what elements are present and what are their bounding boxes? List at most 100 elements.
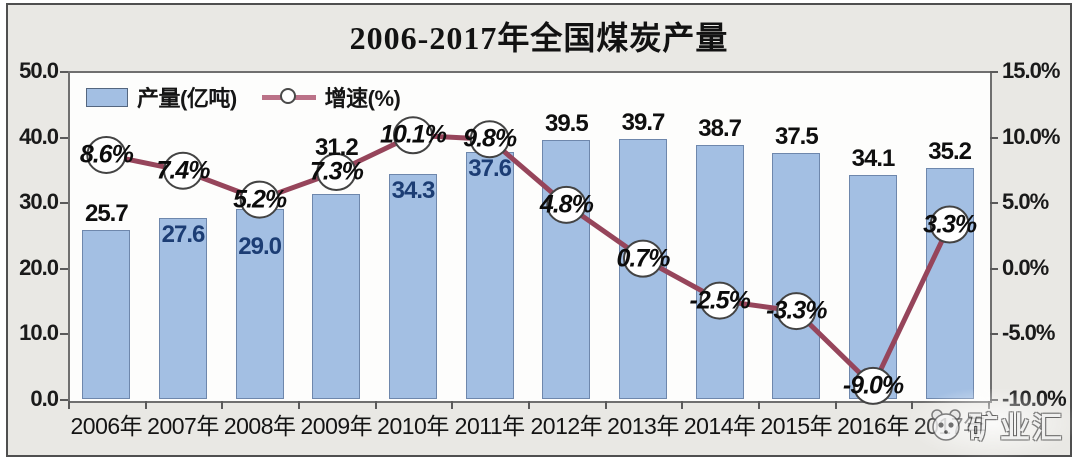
x-axis-tick-label: 2013年 xyxy=(607,413,679,439)
line-value-label: 3.3% xyxy=(923,210,977,238)
bar-value-label: 31.2 xyxy=(314,134,359,162)
panda-logo-icon xyxy=(929,408,963,442)
x-axis-tick xyxy=(758,401,760,409)
growth-line-layer xyxy=(86,116,970,405)
legend-bar-swatch xyxy=(86,87,128,107)
bar-value-label: 39.5 xyxy=(544,109,589,137)
y-axis-left-tick-label: 30.0 xyxy=(19,189,59,215)
x-axis-tick-label: 2015年 xyxy=(760,413,833,439)
watermark-text: 矿业汇 xyxy=(968,412,1064,445)
bar xyxy=(159,217,207,399)
y-axis-right-tick xyxy=(990,333,998,336)
y-axis-right-tick xyxy=(990,136,998,139)
y-axis-right-tick-label: 10.0% xyxy=(1002,123,1060,149)
legend: 产量(亿吨) 增速(%) xyxy=(86,81,401,113)
x-axis-tick xyxy=(298,401,300,409)
chart-frame: 2006-2017年全国煤炭产量 50.0 40.0 30.0 20.0 10.0 0.0… xyxy=(6,3,1074,457)
bar-value-label: 37.6 xyxy=(468,155,512,183)
bar-value-label: 29.0 xyxy=(238,232,282,260)
legend-line-label: 增速(%) xyxy=(324,86,401,111)
line-marker xyxy=(776,292,817,331)
line-marker xyxy=(546,185,587,224)
x-axis-tick-label: 2014年 xyxy=(683,413,756,439)
line-marker xyxy=(853,366,893,405)
x-axis-tick-label: 2009年 xyxy=(300,413,373,439)
x-axis-tick-label: 2012年 xyxy=(530,413,603,439)
line-marker xyxy=(316,153,357,192)
y-axis-left-tick-label: 40.0 xyxy=(19,123,59,149)
x-axis-tick xyxy=(451,401,454,409)
x-axis-tick xyxy=(681,401,684,409)
y-axis-left-tick xyxy=(60,202,68,205)
line-value-label: 4.8% xyxy=(539,190,594,219)
bar-value-label: 34.3 xyxy=(391,176,436,204)
x-axis-tick-label: 2011年 xyxy=(454,413,525,439)
y-axis-right-tick-label: 15.0% xyxy=(1002,58,1060,83)
y-axis-left-tick xyxy=(60,267,68,270)
x-axis-tick xyxy=(144,401,147,409)
plot-area xyxy=(68,71,992,403)
legend-line-marker-icon xyxy=(261,88,316,106)
y-axis-left-tick xyxy=(60,399,68,401)
y-axis-left-tick xyxy=(60,333,68,336)
y-axis-right-tick-label: 0.0% xyxy=(1002,254,1049,280)
line-value-label: 10.1% xyxy=(380,120,447,149)
legend-line-dot xyxy=(279,88,296,104)
x-axis-tick xyxy=(834,401,837,409)
bar xyxy=(772,153,821,399)
line-marker xyxy=(929,205,970,244)
bar-value-label: 37.5 xyxy=(774,123,819,150)
bar xyxy=(542,139,591,399)
x-axis-tick-label: 2006年 xyxy=(70,413,143,439)
bar xyxy=(82,230,131,399)
bar xyxy=(235,208,284,399)
x-axis-tick-label: 2010年 xyxy=(377,413,449,439)
line-value-label: 9.8% xyxy=(463,124,517,153)
watermark: 矿业汇 xyxy=(911,389,1074,457)
x-axis-tick xyxy=(604,401,607,409)
y-axis-right-tick-label: 5.0% xyxy=(1002,189,1049,215)
y-axis-left-tick xyxy=(60,136,68,139)
line-value-label: 0.7% xyxy=(616,244,671,273)
bar-value-label: 35.2 xyxy=(928,138,972,166)
y-axis-left-tick-label: 0.0 xyxy=(30,386,59,411)
y-axis-left-tick-label: 50.0 xyxy=(19,58,59,83)
bar-value-label: 39.7 xyxy=(621,108,666,136)
line-marker xyxy=(239,180,280,219)
bar xyxy=(465,152,514,399)
bar xyxy=(849,175,897,399)
y-axis-right-tick xyxy=(990,71,998,73)
line-marker xyxy=(699,281,740,320)
chart-title: 2006-2017年全国煤炭产量 xyxy=(349,20,729,56)
line-marker xyxy=(163,151,203,190)
bar-value-label: 34.1 xyxy=(851,145,896,173)
labels-layer: 25.7 27.6 29.0 31.2 34.3 37.6 39.5 39.7 38.7 37.5… xyxy=(8,5,1070,455)
x-axis-tick-label: 2007年 xyxy=(147,413,219,439)
line-marker xyxy=(86,135,127,174)
line-value-label: 7.4% xyxy=(156,156,211,185)
x-axis-tick xyxy=(68,401,70,409)
y-axis-right-tick xyxy=(990,267,998,270)
line-value-label: -9.0% xyxy=(842,371,904,400)
y-axis-left-tick xyxy=(60,71,68,73)
y-axis-left-tick-label: 10.0 xyxy=(19,320,59,346)
line-marker xyxy=(623,239,663,278)
y-axis-left-tick-label: 20.0 xyxy=(19,254,59,280)
bar xyxy=(312,194,361,399)
line-value-label: 7.3% xyxy=(309,157,364,186)
line-value-label: 8.6% xyxy=(79,140,134,169)
line-value-label: 5.2% xyxy=(233,185,287,214)
bar-value-label: 38.7 xyxy=(698,115,742,143)
bar xyxy=(695,145,744,399)
x-axis-tick-label: 2008年 xyxy=(223,413,296,439)
y-axis-right-tick xyxy=(990,202,998,205)
legend-bar-label: 产量(亿吨) xyxy=(137,86,237,111)
x-axis-tick xyxy=(374,401,377,409)
line-marker xyxy=(393,116,433,155)
x-axis-tick xyxy=(221,401,224,409)
x-axis-tick xyxy=(528,401,530,409)
bar-value-label: 27.6 xyxy=(161,220,206,248)
line-value-label: -3.3% xyxy=(766,296,827,325)
bar-value-label: 25.7 xyxy=(84,200,129,228)
